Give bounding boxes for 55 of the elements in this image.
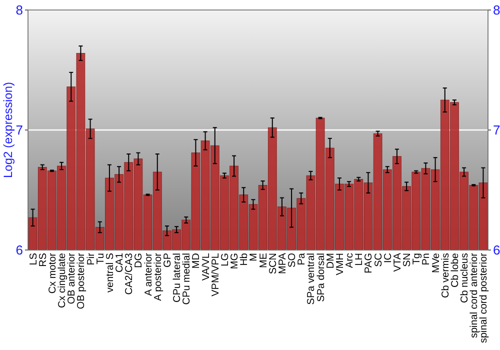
x-tick-label: CA1 [114,252,126,272]
x-tick-label: MD [191,253,202,269]
x-tick-label: Cb vermis [440,253,452,298]
x-tick-label: ME [258,252,270,268]
x-tick-label: LS [28,252,40,266]
y-tick-label: 8 [16,2,23,18]
y2-tick-label: 7 [493,122,500,138]
x-tick-label: GP [162,252,174,268]
x-tick-label: Arc [344,253,356,268]
x-tick-label: Tu [95,253,106,264]
x-tick-label: RS [38,252,49,267]
x-tick-label: VTA [392,252,404,272]
x-tick-label: CPu medial [182,253,193,305]
x-tick-label: OB posterior [76,252,88,310]
x-tick-label: Pa [296,252,308,266]
x-tick-label: SO [287,252,298,268]
x-tick-label: IC [382,253,394,263]
x-tick-label: M [248,253,260,262]
x-tick-label: VA/VL [200,252,212,281]
x-tick-label: DM [325,253,336,269]
x-tick-label: Hb [239,252,250,266]
x-tick-label: MPA [277,252,288,274]
x-tick-label: Cb nucleus [460,253,471,304]
x-tick-label: SC [373,253,384,267]
x-tick-label: DG [134,252,145,268]
x-tick-label: LH [354,253,366,266]
x-tick-label: ventral S [104,252,116,292]
y-axis-title: Log2 (expression) [1,82,15,178]
x-tick-label: CA2/CA3 [124,252,136,295]
x-tick-label: VPM/VPL [210,252,222,296]
y-tick-label: 7 [16,122,23,138]
x-tick-label: SPa dorsal [316,253,327,302]
x-tick-label: OB anterior [66,252,78,304]
x-tick-label: Tg [412,253,423,265]
x-tick-label: CPu lateral [172,253,184,302]
x-tick-label: MG [230,252,241,270]
x-tick-label: Cx cingulate [57,252,68,308]
x-tick-label: spinal cord anterior [469,252,480,338]
x-tick-label: SN [402,253,414,267]
x-tick-label: Pn [421,253,432,266]
y2-tick-label: 6 [493,242,500,258]
y-tick-label: 6 [16,242,23,258]
x-tick-label: SCN [268,253,279,274]
x-tick-label: Cx motor [47,252,58,294]
x-tick-label: Pir [86,252,97,266]
x-tick-label: MVe [430,252,442,274]
x-tick-label: Cb lobe [450,252,461,288]
x-tick-label: spinal cord posterior [478,252,490,344]
x-tick-label: VMH [334,253,346,276]
x-tick-label: SPa ventral [306,253,318,305]
x-tick-label: A posterior [152,252,164,301]
x-tick-label: A anterior [143,252,154,296]
y2-tick-label: 8 [493,2,500,18]
x-tick-label: PAG [364,252,375,274]
x-tick-label: LG [220,252,231,266]
